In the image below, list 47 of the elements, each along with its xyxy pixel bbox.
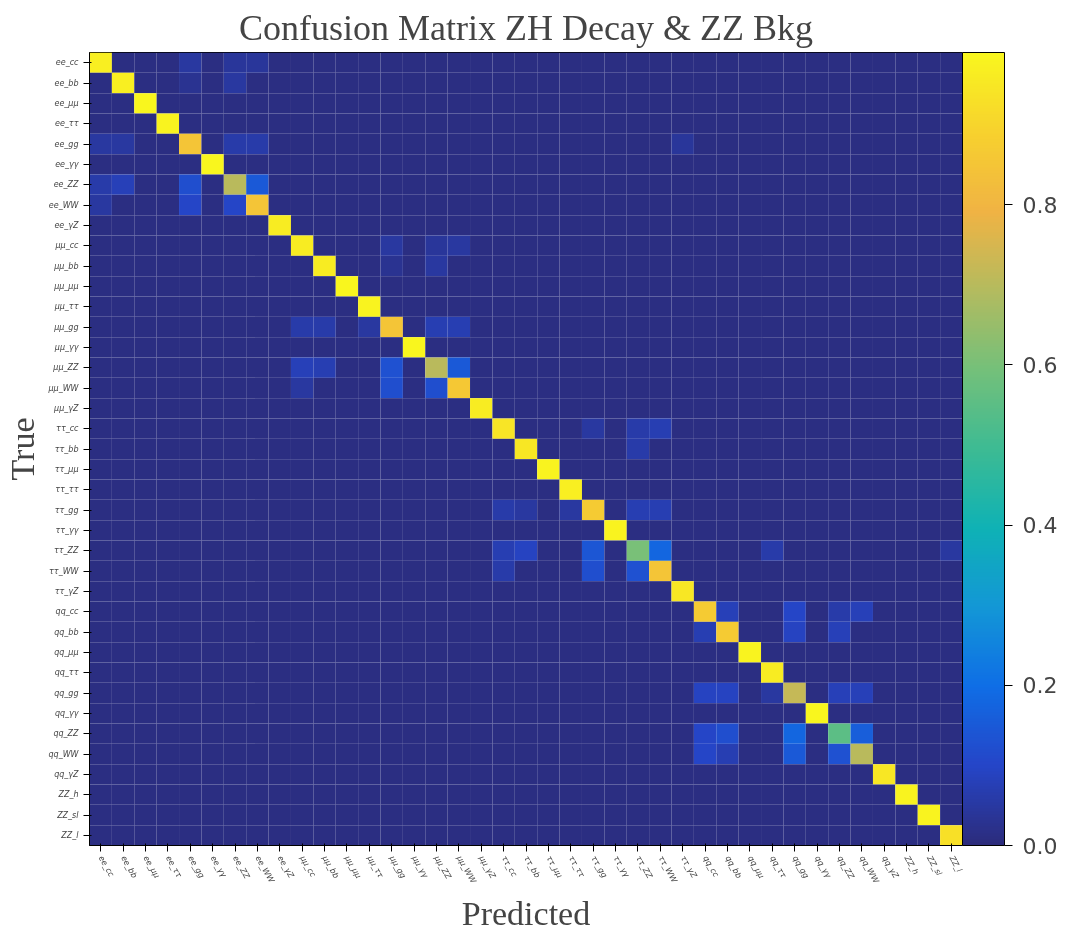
y-tick-label: μμ_μμ: [53, 281, 79, 291]
y-tick-label: ττ_ττ: [55, 485, 79, 495]
y-tick-label: ee_cc: [55, 58, 80, 68]
y-tick-label: ττ_γZ: [54, 586, 80, 596]
y-tick-label: μμ_gg: [53, 322, 79, 332]
x-axis-title: Predicted: [461, 895, 591, 932]
y-tick-label: qq_ττ: [54, 668, 79, 678]
y-tick-label: μμ_γZ: [53, 403, 80, 413]
y-tick-label: μμ_cc: [54, 241, 80, 251]
y-tick-label: ee_ττ: [55, 119, 79, 129]
y-tick-label: qq_cc: [55, 607, 80, 617]
color-bar-label: 0.6: [1022, 352, 1058, 378]
y-tick-label: qq_γZ: [54, 769, 80, 779]
y-tick-label: ττ_gg: [54, 505, 79, 515]
y-tick-label: ττ_WW: [49, 566, 80, 576]
y-tick-label: ZZ_sl: [56, 810, 80, 820]
y-tick-label: μμ_γγ: [53, 342, 80, 352]
color-bar-label: 0.8: [1022, 192, 1058, 218]
y-tick-label: ee_ZZ: [53, 180, 80, 190]
y-tick-label: μμ_bb: [53, 261, 79, 271]
y-tick-label: qq_ZZ: [53, 729, 80, 739]
y-tick-label: ee_μμ: [54, 98, 79, 108]
y-tick-label: qq_μμ: [54, 647, 79, 657]
y-tick-label: ττ_γγ: [55, 525, 80, 535]
y-axis-title: True: [3, 417, 41, 481]
y-tick-label: ττ_ZZ: [53, 546, 80, 556]
y-tick-label: ZZ_h: [57, 790, 79, 800]
y-tick-label: ee_γZ: [54, 220, 80, 230]
chart-title: Confusion Matrix ZH Decay & ZZ Bkg: [239, 7, 813, 48]
y-tick-label: ττ_bb: [54, 444, 79, 454]
color-bar-label: 0.2: [1022, 673, 1058, 699]
y-tick-label: qq_bb: [54, 627, 79, 637]
y-tick-label: μμ_WW: [47, 383, 80, 393]
y-tick-label: μμ_ZZ: [52, 363, 80, 373]
y-tick-label: ee_bb: [54, 78, 79, 88]
y-tick-label: μμ_ττ: [53, 302, 79, 312]
y-tick-label: qq_γγ: [54, 708, 80, 718]
color-bar-label: 0.4: [1022, 513, 1058, 539]
y-tick-label: ττ_cc: [56, 424, 80, 434]
y-tick-label: ZZ_l: [60, 830, 80, 840]
y-tick-label: ee_WW: [48, 200, 80, 210]
y-tick-label: qq_gg: [54, 688, 79, 698]
y-tick-label: ττ_μμ: [54, 464, 79, 474]
y-tick-label: qq_WW: [48, 749, 80, 759]
color-bar-label: 0.0: [1022, 833, 1058, 859]
y-tick-label: ee_gg: [54, 139, 79, 149]
y-tick-label: ee_γγ: [55, 159, 80, 169]
